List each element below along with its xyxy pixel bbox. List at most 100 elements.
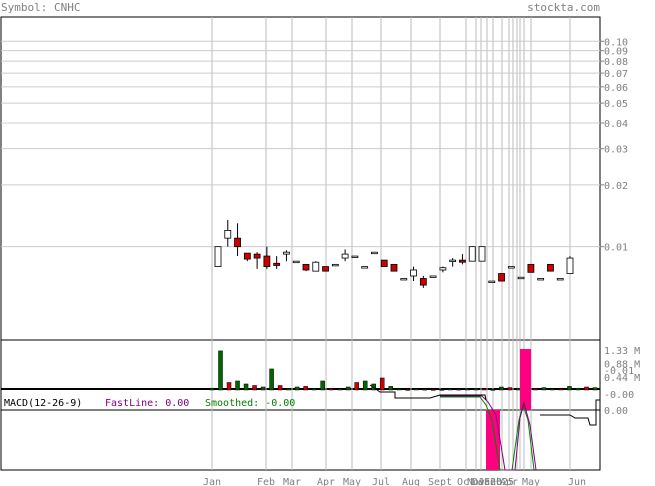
volume-bar xyxy=(490,389,496,391)
candle-body xyxy=(234,237,241,248)
date-tick-label: Dec xyxy=(472,477,490,486)
volume-bar xyxy=(473,388,479,391)
volume-bar xyxy=(541,387,547,391)
macd-fastline-label: FastLine: 0.00 xyxy=(105,398,189,409)
date-tick-label: 2025 xyxy=(490,477,514,486)
volume-bar xyxy=(320,380,325,391)
volume-tick-label: 0.44 M xyxy=(604,373,640,384)
volume-bar xyxy=(567,386,572,391)
volume-axis-labels: 1.33 M 0.88 M 0.44 M xyxy=(604,346,640,384)
candle-body xyxy=(224,230,232,239)
candle-body xyxy=(214,246,222,267)
candle-body xyxy=(429,275,437,278)
volume-bar xyxy=(396,388,402,391)
candle-body xyxy=(390,263,398,272)
price-tick-label: 0.06 xyxy=(604,83,628,94)
date-tick-label: Oct xyxy=(457,477,475,486)
volume-bar xyxy=(584,386,589,391)
volume-bar xyxy=(550,388,555,391)
date-tick-label: Feb xyxy=(484,477,502,486)
candle-body xyxy=(351,255,359,258)
macd-title: MACD(12-26-9) xyxy=(4,398,82,409)
candle-body xyxy=(537,278,545,281)
site-label: stockta.com xyxy=(527,1,600,14)
macd-histogram-bar xyxy=(520,349,531,410)
macd-step-line xyxy=(540,399,600,426)
candle-body xyxy=(283,251,290,255)
date-tick-label: Jan xyxy=(478,477,496,486)
volume-bar xyxy=(465,388,470,391)
volume-bar xyxy=(379,377,385,391)
volume-bar xyxy=(516,387,521,391)
volume-bar xyxy=(218,350,223,391)
volume-bar xyxy=(345,386,351,391)
candle-body xyxy=(331,263,339,267)
volume-bar xyxy=(448,388,453,391)
candle-body xyxy=(243,252,251,260)
date-tick-label: Feb xyxy=(257,477,275,486)
volume-bar xyxy=(277,385,283,391)
date-tick-label: Sept xyxy=(428,477,452,486)
macd-tick-label: -0.01 xyxy=(604,366,634,377)
macd-fast-line xyxy=(440,395,537,471)
volume-bar xyxy=(499,386,504,391)
price-tick-label: 0.03 xyxy=(604,145,628,156)
volume-bar xyxy=(303,386,308,391)
candle-body xyxy=(566,257,574,274)
price-tick-label: 0.01 xyxy=(604,243,628,254)
volume-bar xyxy=(414,388,419,391)
candle-body xyxy=(488,280,496,283)
candle-body xyxy=(400,278,408,281)
candle-body xyxy=(341,253,349,259)
macd-step-line xyxy=(369,384,487,401)
candle-body xyxy=(380,259,388,267)
macd-histogram-bar xyxy=(486,410,500,470)
candle-body xyxy=(253,253,261,259)
volume-bar xyxy=(328,388,334,391)
candle-body xyxy=(361,266,369,269)
volume-bar xyxy=(260,386,266,391)
candle-body xyxy=(322,266,329,272)
price-tick-label: 0.08 xyxy=(604,57,628,68)
volume-bar xyxy=(337,388,342,391)
price-candles xyxy=(214,219,574,288)
volume-bar xyxy=(311,388,317,391)
price-tick-label: 0.04 xyxy=(604,119,628,130)
volume-bar xyxy=(431,389,436,391)
macd-tick-label: -0.00 xyxy=(604,390,634,401)
date-tick-label: Nov xyxy=(467,477,485,486)
volume-bar xyxy=(226,382,232,391)
symbol-label: Symbol: CNHC xyxy=(1,1,81,14)
candle-body xyxy=(556,278,564,281)
price-axis-labels: 0.100.090.080.07 0.06 0.05 0.04 0.03 0.02 0.01 xyxy=(600,37,628,254)
volume-bar xyxy=(507,387,513,391)
volume-tick-label: 1.33 M xyxy=(604,346,640,357)
macd-axis-labels: 0.00 -0.00 -0.01 xyxy=(604,366,634,417)
plot-border xyxy=(0,16,601,471)
candle-body xyxy=(507,266,515,269)
horizontal-grid xyxy=(1,40,600,248)
candle-body xyxy=(468,246,476,262)
plot-frame xyxy=(0,16,601,471)
candle-body xyxy=(410,269,417,277)
candle-body xyxy=(419,278,427,286)
volume-bar xyxy=(294,386,300,391)
date-axis-labels: Jan Feb Mar Apr May Jul Aug Sept OctNovDecJanFeb… xyxy=(203,477,586,486)
volume-bar xyxy=(243,383,249,391)
volume-bar xyxy=(482,388,487,391)
volume-bar xyxy=(592,387,598,391)
candle-body xyxy=(263,255,271,267)
volume-bar xyxy=(252,385,257,391)
date-tick-label: Aug xyxy=(402,477,420,486)
volume-bar xyxy=(388,386,393,391)
candle-body xyxy=(478,246,486,262)
volume-bar xyxy=(558,388,564,391)
volume-bar xyxy=(354,382,359,391)
price-tick-label: 0.07 xyxy=(604,69,628,80)
macd-panel xyxy=(369,349,600,471)
date-tick-label: Apr xyxy=(500,477,518,486)
volume-bar xyxy=(575,387,581,391)
candle-body xyxy=(498,273,505,282)
date-tick-label: Jul xyxy=(372,477,390,486)
